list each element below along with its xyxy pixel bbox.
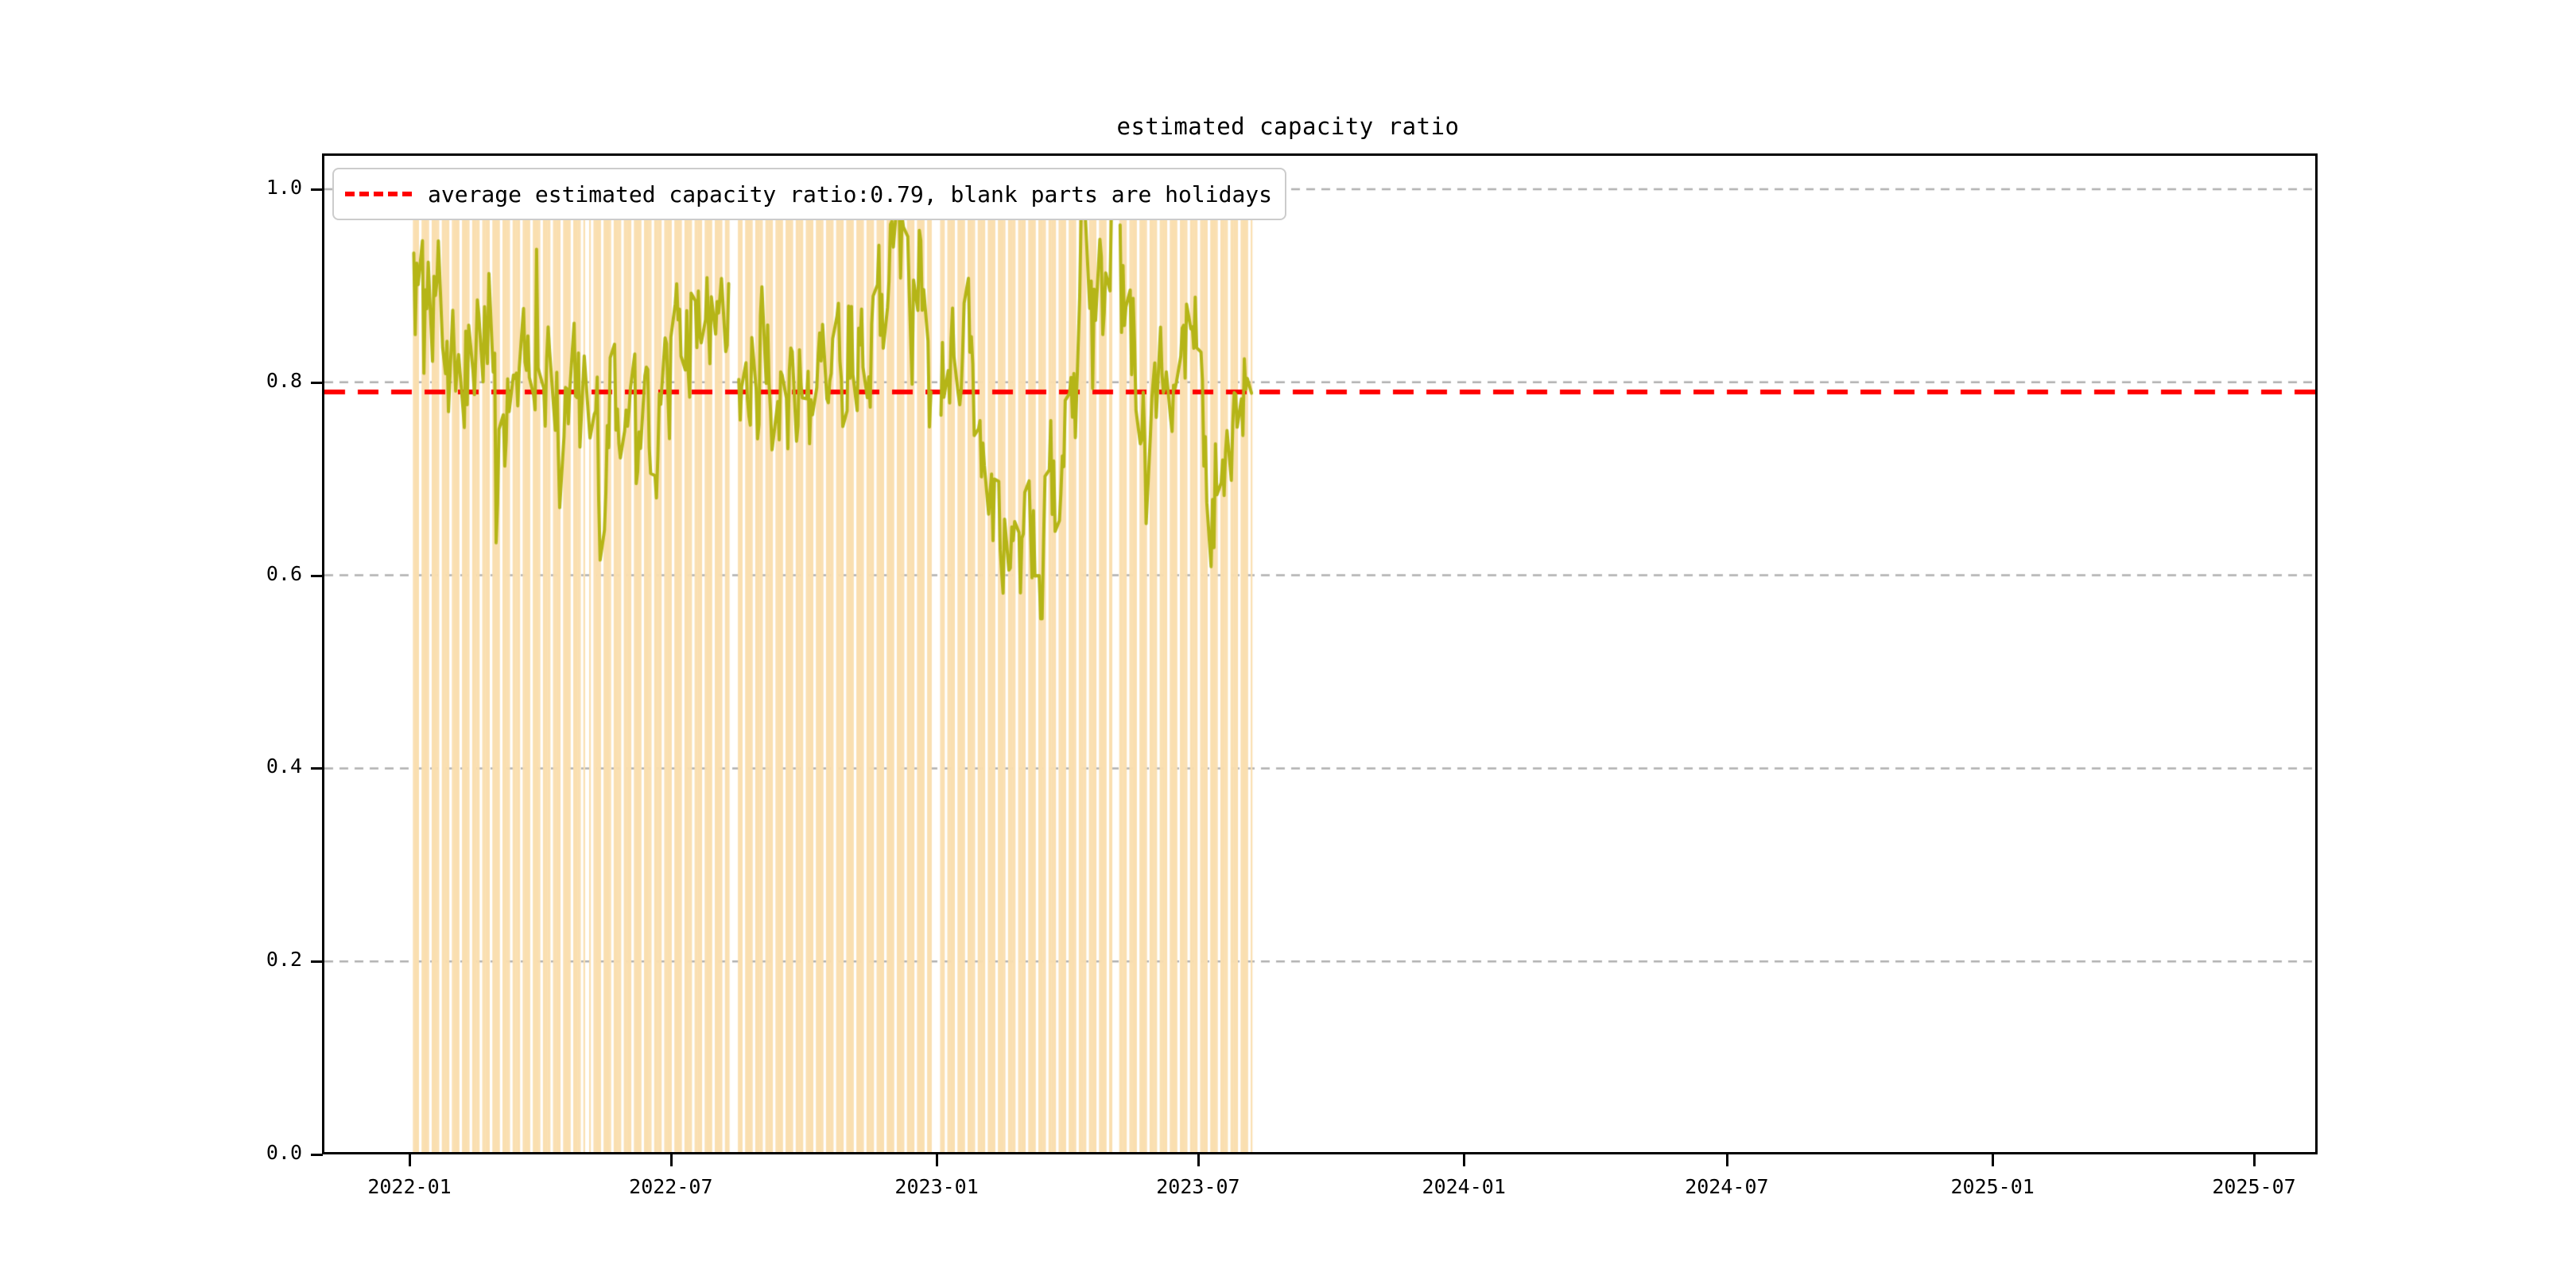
y-tick-mark xyxy=(311,188,323,191)
y-tick-label: 0.0 xyxy=(266,1141,302,1164)
plot-axes xyxy=(322,153,2318,1154)
y-tick-mark xyxy=(311,381,323,384)
chart-legend: average estimated capacity ratio:0.79, b… xyxy=(332,168,1286,220)
y-tick-mark xyxy=(311,960,323,964)
x-tick-mark xyxy=(1197,1154,1200,1166)
y-tick-label: 1.0 xyxy=(266,176,302,199)
x-tick-mark xyxy=(1463,1154,1466,1166)
x-tick-label: 2022-01 xyxy=(367,1175,452,1198)
chart-plot-area xyxy=(324,156,2315,1152)
y-tick-label: 0.8 xyxy=(266,368,302,392)
x-tick-mark xyxy=(1992,1154,1995,1166)
x-tick-mark xyxy=(2253,1154,2256,1166)
x-tick-mark xyxy=(936,1154,939,1166)
y-tick-mark xyxy=(311,1154,323,1156)
x-tick-mark xyxy=(1725,1154,1728,1166)
y-tick-mark xyxy=(311,574,323,577)
x-tick-label: 2024-01 xyxy=(1422,1175,1506,1198)
average-line-swatch-icon xyxy=(345,192,412,196)
y-tick-label: 0.2 xyxy=(266,948,302,972)
x-tick-mark xyxy=(669,1154,673,1166)
legend-label: average estimated capacity ratio:0.79, b… xyxy=(428,180,1273,208)
y-tick-label: 0.6 xyxy=(266,561,302,585)
x-tick-label: 2025-01 xyxy=(1950,1175,2035,1198)
y-tick-mark xyxy=(311,767,323,770)
x-tick-mark xyxy=(409,1154,411,1166)
y-tick-label: 0.4 xyxy=(266,755,302,778)
x-tick-label: 2024-07 xyxy=(1685,1175,1769,1198)
x-tick-label: 2023-01 xyxy=(894,1175,979,1198)
x-tick-label: 2025-07 xyxy=(2212,1175,2296,1198)
x-tick-label: 2023-07 xyxy=(1156,1175,1240,1198)
x-tick-label: 2022-07 xyxy=(629,1175,713,1198)
chart-title: estimated capacity ratio xyxy=(1116,113,1460,140)
